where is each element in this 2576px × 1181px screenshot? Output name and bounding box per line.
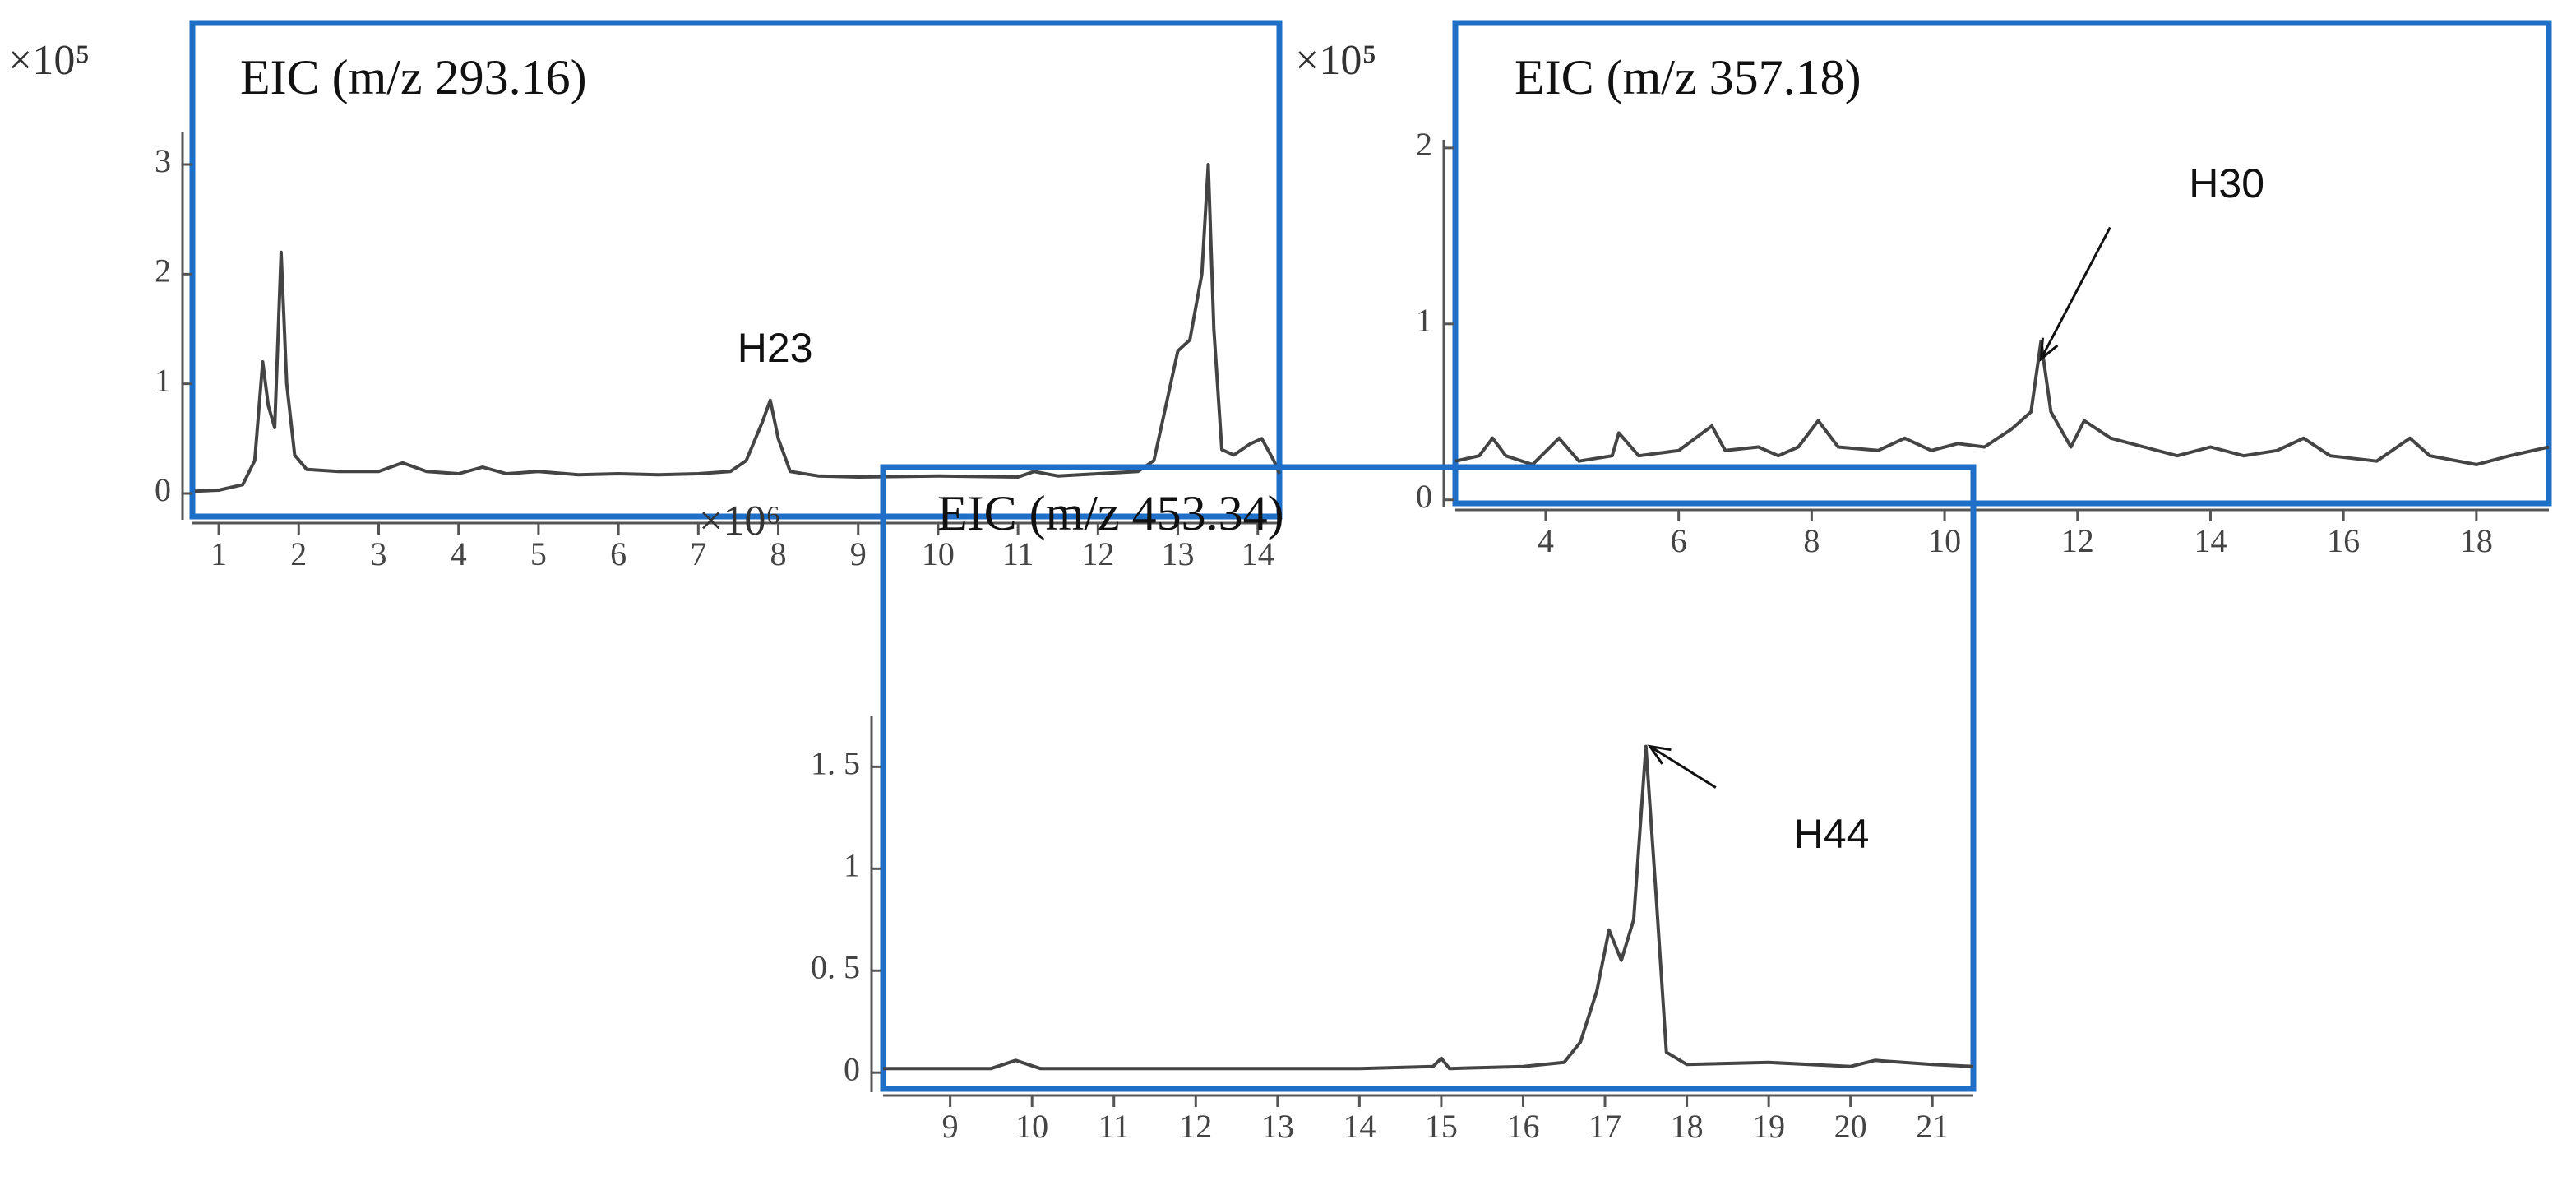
x-tick-label: 8 xyxy=(770,535,787,572)
x-tick-label: 5 xyxy=(530,535,547,572)
y-tick-label: 1 xyxy=(844,846,860,883)
x-tick-label: 17 xyxy=(1589,1108,1621,1145)
scale-label: ×10⁵ xyxy=(1295,37,1376,84)
y-tick-label: 1 xyxy=(1416,302,1432,339)
x-tick-label: 9 xyxy=(850,535,867,572)
x-tick-label: 4 xyxy=(1538,522,1554,559)
y-tick-label: 2 xyxy=(1416,126,1432,163)
y-tick-label: 0 xyxy=(155,471,171,508)
x-tick-label: 21 xyxy=(1916,1108,1949,1145)
arrow-head xyxy=(1647,744,1672,765)
plot-frame xyxy=(880,464,1977,1092)
chromatogram-line xyxy=(883,744,1974,1071)
plot-frame xyxy=(1452,20,2552,507)
y-tick-label: 3 xyxy=(155,142,171,179)
x-tick-label: 9 xyxy=(942,1108,959,1145)
x-tick-label: 1 xyxy=(210,535,227,572)
x-tick-label: 13 xyxy=(1162,535,1195,572)
x-tick-label: 14 xyxy=(1242,535,1274,572)
arrow-head xyxy=(2039,337,2059,362)
x-tick-label: 3 xyxy=(370,535,386,572)
y-tick-label: 1. 5 xyxy=(811,745,860,782)
plot-frame xyxy=(189,20,1283,520)
annotation: H44 xyxy=(1794,811,1870,857)
x-tick-label: 8 xyxy=(1803,522,1820,559)
annotation-arrow xyxy=(1649,745,1717,789)
chart-title: EIC (m/z 453.34) xyxy=(937,486,1284,540)
x-tick-label: 2 xyxy=(290,535,307,572)
x-tick-label: 10 xyxy=(1928,522,1961,559)
x-tick-label: 10 xyxy=(1015,1108,1048,1145)
x-tick-label: 18 xyxy=(1671,1108,1704,1145)
x-tick-label: 11 xyxy=(1098,1108,1130,1145)
x-tick-label: 18 xyxy=(2460,522,2493,559)
x-tick-label: 20 xyxy=(1834,1108,1867,1145)
x-tick-label: 15 xyxy=(1425,1108,1458,1145)
x-tick-label: 6 xyxy=(610,535,627,572)
scale-label: ×10⁵ xyxy=(8,37,90,84)
x-tick-label: 4 xyxy=(451,535,467,572)
x-tick-label: 12 xyxy=(2061,522,2094,559)
scale-label: ×10⁶ xyxy=(699,498,780,544)
x-tick-label: 11 xyxy=(1002,535,1034,572)
x-tick-label: 16 xyxy=(2327,522,2360,559)
y-tick-label: 0. 5 xyxy=(811,948,860,985)
annotation: H23 xyxy=(738,325,813,371)
x-tick-label: 14 xyxy=(2194,522,2227,559)
x-tick-label: 19 xyxy=(1752,1108,1785,1145)
x-tick-label: 6 xyxy=(1671,522,1687,559)
annotation: H30 xyxy=(2189,160,2264,206)
y-tick-label: 0 xyxy=(844,1050,860,1087)
x-tick-label: 12 xyxy=(1081,535,1114,572)
x-tick-label: 13 xyxy=(1261,1108,1294,1145)
annotation-arrow xyxy=(2039,226,2111,360)
chromatogram-line xyxy=(1454,340,2550,466)
y-tick-label: 1 xyxy=(155,362,171,399)
y-tick-label: 0 xyxy=(1416,478,1432,515)
x-tick-label: 16 xyxy=(1506,1108,1539,1145)
chart-title: EIC (m/z 293.16) xyxy=(240,50,587,104)
x-tick-label: 12 xyxy=(1179,1108,1212,1145)
x-tick-label: 14 xyxy=(1343,1108,1376,1145)
chart-title: EIC (m/z 357.18) xyxy=(1515,50,1861,104)
chromatogram-line xyxy=(194,163,1281,493)
x-tick-label: 10 xyxy=(922,535,955,572)
y-tick-label: 2 xyxy=(155,252,171,289)
x-tick-label: 7 xyxy=(690,535,706,572)
